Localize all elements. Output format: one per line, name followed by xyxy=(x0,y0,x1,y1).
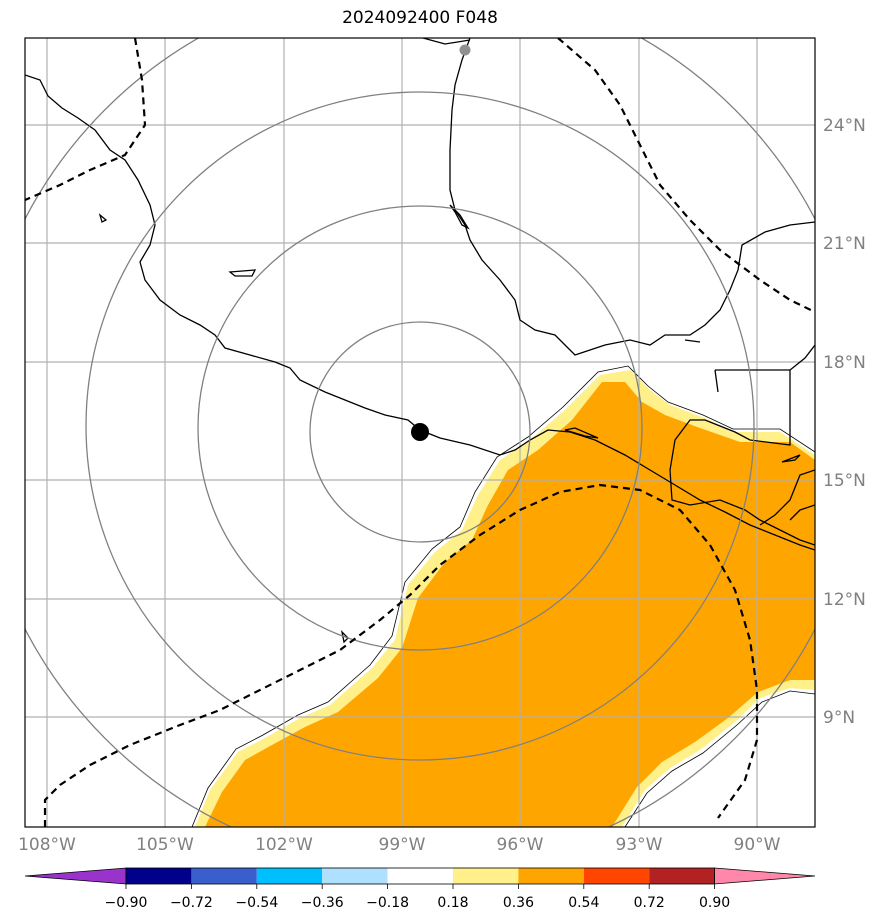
lat-labels: 9°N 12°N 15°N 18°N 21°N 24°N xyxy=(823,116,866,728)
colorbar-frame xyxy=(125,867,715,885)
range-rings xyxy=(25,38,815,827)
lat-label: 9°N xyxy=(823,708,855,728)
colorbar-label: −0.90 xyxy=(105,895,148,911)
field-outline-south xyxy=(624,690,815,827)
field-core xyxy=(205,382,815,827)
colorbar-label: −0.72 xyxy=(170,895,213,911)
colorbar-label: −0.36 xyxy=(301,895,344,911)
colorbar-label: 0.90 xyxy=(699,895,730,911)
colorbar-label: −0.54 xyxy=(235,895,278,911)
colorbar-label: 0.18 xyxy=(437,895,468,911)
lon-label: 108°W xyxy=(18,835,76,855)
colorbar-extend-high xyxy=(714,867,816,885)
lat-label: 24°N xyxy=(823,116,866,136)
colorbar-segment xyxy=(583,868,650,884)
storm-center-marker xyxy=(411,423,429,441)
lon-label: 105°W xyxy=(136,835,194,855)
field-outline xyxy=(191,365,815,827)
colorbar-segment xyxy=(387,868,453,884)
map-title: 2024092400 F048 xyxy=(342,8,498,28)
coastlines xyxy=(25,38,815,644)
colorbar-segment xyxy=(126,868,192,884)
colorbar-label: 0.54 xyxy=(568,895,599,911)
lat-label: 21°N xyxy=(823,234,866,254)
colorbar-segment xyxy=(256,868,323,884)
colorbar-segment xyxy=(649,868,715,884)
lon-label: 90°W xyxy=(734,835,781,855)
lat-label: 15°N xyxy=(823,471,866,491)
gridlines xyxy=(25,38,815,827)
colorbar-segment xyxy=(191,868,257,884)
colorbar-segment xyxy=(518,868,584,884)
lon-label: 96°W xyxy=(497,835,544,855)
colorbar-segment xyxy=(322,868,388,884)
lon-label: 93°W xyxy=(616,835,663,855)
dashed-contours xyxy=(25,38,815,827)
map-frame xyxy=(24,37,816,828)
colorbar-label: 0.36 xyxy=(503,895,534,911)
colorbar: −0.90 −0.72 −0.54 −0.36 −0.18 0.18 0.36 … xyxy=(24,867,816,911)
colorbar-segment xyxy=(453,868,519,884)
colorbar-label: −0.18 xyxy=(366,895,409,911)
colorbar-label: 0.72 xyxy=(634,895,665,911)
lon-label: 102°W xyxy=(255,835,313,855)
lat-label: 12°N xyxy=(823,590,866,610)
colorbar-extend-low xyxy=(24,867,127,885)
lon-labels: 108°W 105°W 102°W 99°W 96°W 93°W 90°W xyxy=(18,835,781,855)
aux-point-marker xyxy=(459,44,471,56)
lon-label: 99°W xyxy=(379,835,426,855)
lat-label: 18°N xyxy=(823,353,866,373)
